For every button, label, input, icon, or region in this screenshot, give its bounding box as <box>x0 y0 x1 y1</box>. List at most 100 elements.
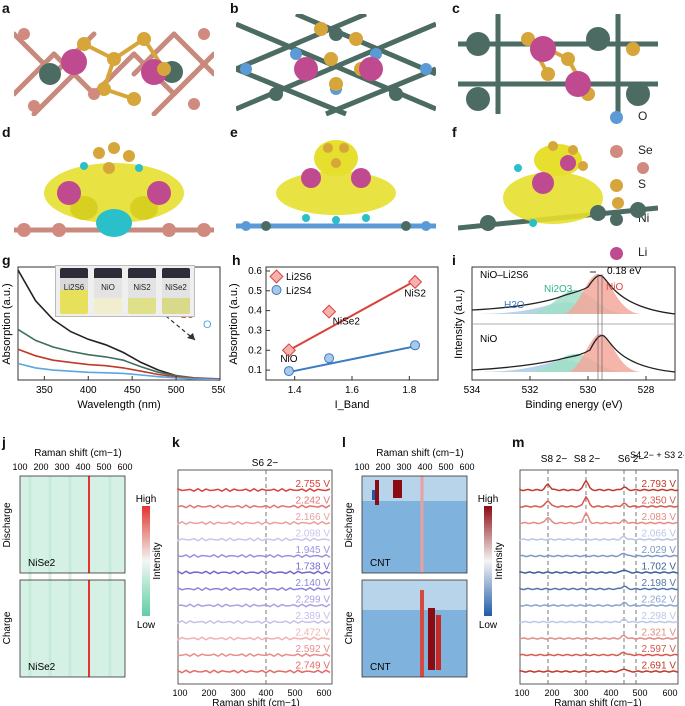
h-point-li2s4-0 <box>283 366 294 377</box>
svg-text:500: 500 <box>96 462 111 472</box>
legend-item-o: O <box>610 108 680 128</box>
heatmap-l-cnt: Raman shift (cm−1) 100 200 300 400 500 600 C… <box>344 448 505 678</box>
k-voltage-1: 2.242 V <box>296 496 331 507</box>
k-trace-2 <box>177 520 331 526</box>
vial-label-nio: NiO <box>101 283 115 292</box>
svg-text:500: 500 <box>632 688 647 698</box>
i-xlabel: Binding energy (eV) <box>525 399 622 411</box>
l-colorbar-label: Intensity <box>494 542 505 579</box>
h-point-li2s4-2 <box>410 340 421 351</box>
l-discharge: Discharge <box>344 502 355 547</box>
structure-a <box>14 28 214 116</box>
chart-i-xps: NiO–Li2S6 NiO 0.18 eV H2O Ni2O3 NiO 534 5… <box>453 266 676 411</box>
k-voltage-7: 2.299 V <box>296 595 331 606</box>
m-peak-2: S8 2− <box>574 454 601 465</box>
j-title: Raman shift (cm−1) <box>34 448 122 459</box>
m-trace-10 <box>519 651 679 657</box>
m-peak-3: S6 2− <box>618 454 645 465</box>
svg-text:600: 600 <box>316 688 331 698</box>
h-ytick-3: 0.4 <box>248 306 262 317</box>
j-sample-bottom: NiSe2 <box>28 662 56 673</box>
svg-text:400: 400 <box>603 688 618 698</box>
panel-label-f: f <box>452 124 457 140</box>
k-voltage-2: 2.166 V <box>296 512 331 523</box>
h-fit-0 <box>288 280 416 352</box>
g-ylabel: Absorption (a.u.) <box>1 283 13 364</box>
g-series-3 <box>17 362 221 381</box>
j-charge: Charge <box>2 611 13 644</box>
i-peak-ni2o3: Ni2O3 <box>544 284 573 295</box>
legend-item-ni: Ni <box>610 210 680 230</box>
charge-density-f <box>458 141 658 231</box>
svg-text:200: 200 <box>201 688 216 698</box>
svg-text:400: 400 <box>258 688 273 698</box>
m-voltage-5: 1.702 V <box>642 562 677 573</box>
vial-label-li2s6: Li2S6 <box>63 283 85 292</box>
h-xtick-1: 1.6 <box>345 385 359 396</box>
g-xtick-3: 500 <box>168 385 185 396</box>
k-trace-10 <box>177 652 331 658</box>
k-trace-11 <box>177 669 331 674</box>
svg-text:400: 400 <box>75 462 90 472</box>
k-trace-0 <box>177 487 331 493</box>
g-series-1 <box>17 328 221 380</box>
svg-text:600: 600 <box>662 688 677 698</box>
h-ytick-1: 0.2 <box>248 345 262 356</box>
k-peak-label: S6 2− <box>252 458 279 469</box>
j-colorbar-high: High <box>136 494 157 505</box>
g-xtick-4: 550 <box>212 385 225 396</box>
legend-item-se: Se <box>610 142 680 162</box>
structure-c <box>458 14 658 114</box>
legend-item-s: S <box>610 176 680 196</box>
panel-label-a: a <box>2 0 10 16</box>
k-trace-5 <box>177 570 331 575</box>
j-colorbar-label: Intensity <box>152 542 163 579</box>
panel-label-c: c <box>452 0 460 16</box>
charge-density-d <box>14 142 214 237</box>
i-top-label: NiO–Li2S6 <box>480 270 529 281</box>
h-xtick-2: 1.8 <box>402 385 416 396</box>
k-voltage-10: 2.592 V <box>296 644 331 655</box>
svg-text:100: 100 <box>514 688 529 698</box>
m-voltage-2: 2.083 V <box>642 512 677 523</box>
k-voltage-4: 1.945 V <box>296 545 331 556</box>
legend-item-li: Li <box>610 244 680 264</box>
panel-label-b: b <box>230 0 239 16</box>
m-xlabel: Raman shift (cm−1) <box>554 698 642 706</box>
i-bottom-label: NiO <box>480 334 497 345</box>
k-voltage-8: 2.389 V <box>296 611 331 622</box>
panel-label-g: g <box>2 252 11 268</box>
m-voltage-10: 2.597 V <box>642 644 677 655</box>
m-voltage-6: 2.198 V <box>642 578 677 589</box>
k-voltage-9: 2.472 V <box>296 628 331 639</box>
svg-text:300: 300 <box>54 462 69 472</box>
h-ytick-2: 0.3 <box>248 325 262 336</box>
g-annot-o: O <box>203 319 212 331</box>
m-trace-11 <box>519 668 679 673</box>
g-xlabel: Wavelength (nm) <box>77 399 160 411</box>
k-trace-4 <box>177 553 331 559</box>
svg-text:100: 100 <box>172 688 187 698</box>
h-point-li2s6-1 <box>321 304 337 319</box>
k-voltage-0: 2.755 V <box>296 479 331 490</box>
svg-text:600: 600 <box>117 462 132 472</box>
panel-label-d: d <box>2 124 11 140</box>
m-voltage-0: 2.793 V <box>642 479 677 490</box>
l-sample-top: CNT <box>370 558 391 569</box>
m-voltage-7: 2.262 V <box>642 595 677 606</box>
panel-label-l: l <box>342 434 346 450</box>
l-sample-bottom: CNT <box>370 662 391 673</box>
h-point-label-0: NiO <box>280 354 297 365</box>
h-fit-1 <box>288 345 416 374</box>
panel-label-m: m <box>512 434 525 450</box>
svg-text:100: 100 <box>354 462 369 472</box>
svg-text:500: 500 <box>287 688 302 698</box>
m-trace-5 <box>519 569 679 574</box>
panel-label-e: e <box>230 124 238 140</box>
i-xtick-2: 530 <box>580 385 597 396</box>
i-shift-label: 0.18 eV <box>607 266 642 277</box>
panel-label-h: h <box>232 252 241 268</box>
i-peak-h2o: H2O <box>504 300 525 311</box>
svg-text:400: 400 <box>417 462 432 472</box>
m-trace-0 <box>519 479 679 492</box>
